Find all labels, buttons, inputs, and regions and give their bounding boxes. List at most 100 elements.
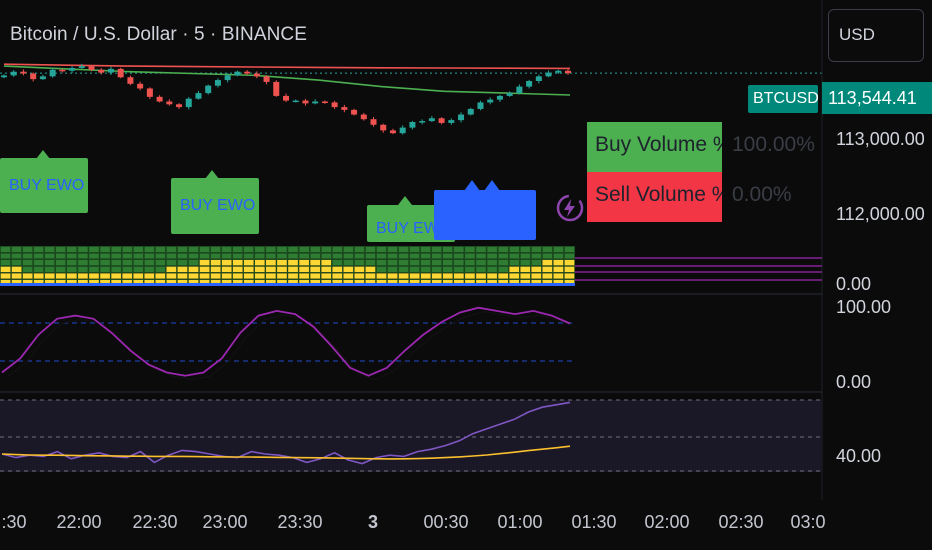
heatmap-cell <box>11 273 22 279</box>
buy-ewo-signal[interactable]: BUY EWO <box>171 170 259 234</box>
heatmap-cell <box>497 259 509 266</box>
heatmap-cell <box>55 259 66 266</box>
currency-button[interactable]: USD <box>828 9 924 62</box>
heatmap-cell <box>199 273 210 279</box>
heatmap-cell <box>542 266 553 273</box>
heatmap-cell <box>309 253 321 259</box>
heatmap-cell <box>398 266 409 273</box>
heatmap-cell <box>44 246 55 253</box>
signal-arrow-icon <box>205 170 219 179</box>
heatmap-cell <box>77 259 89 266</box>
heatmap-cell <box>99 253 111 259</box>
heatmap-cell <box>553 253 564 259</box>
candle-body <box>176 104 183 108</box>
signal-label: BUY EWO <box>180 197 256 214</box>
candle-body <box>137 83 144 89</box>
heatmap-cell <box>520 259 531 266</box>
candle-body <box>321 101 328 103</box>
heatmap-cell <box>376 259 387 266</box>
buy-volume-row: Buy Volume % 100.00% <box>587 122 815 172</box>
heatmap-cell <box>110 246 122 253</box>
heatmap-cell <box>520 273 531 279</box>
time-axis-label: :30 <box>1 512 27 532</box>
heatmap-cell <box>509 259 520 266</box>
candle-body <box>477 102 484 109</box>
candle-body <box>399 127 406 134</box>
candle-body <box>283 95 289 101</box>
candle-body <box>156 96 163 102</box>
oscillator-axis-label: 100.00 <box>836 297 892 317</box>
heatmap-cell <box>332 259 343 266</box>
price-axis-label: 113,000.00 <box>836 129 925 149</box>
heatmap-cell <box>409 273 420 279</box>
symbol-title[interactable]: Bitcoin / U.S. Dollar · 5 · BINANCE <box>10 24 308 45</box>
heatmap-cell <box>321 246 332 253</box>
buy-ewo-signal[interactable]: BUY EWO <box>0 150 88 213</box>
heatmap-cell <box>121 273 133 279</box>
candle-body <box>545 72 552 77</box>
heatmap-cell <box>309 266 321 273</box>
blue-signal-label[interactable] <box>434 190 536 240</box>
heatmap-cell <box>177 246 188 253</box>
candle-body <box>1 75 7 78</box>
heatmap-cell <box>321 253 332 259</box>
heatmap-cell <box>199 266 210 273</box>
heatmap-cell <box>66 266 78 273</box>
heatmap-cell <box>276 259 288 266</box>
heatmap-cell <box>553 266 564 273</box>
candle-body <box>496 95 503 100</box>
heatmap-cell <box>365 266 376 273</box>
heatmap-cell <box>265 259 277 266</box>
heatmap-cell <box>453 259 465 266</box>
heatmap-cell <box>520 253 531 259</box>
heatmap-cell <box>11 266 22 273</box>
heatmap-cell <box>442 273 454 279</box>
heatmap-cell <box>531 259 542 266</box>
candle-body <box>253 73 260 77</box>
lightning-icon[interactable] <box>556 194 584 222</box>
heatmap-cell <box>276 273 288 279</box>
heatmap-cell <box>509 253 520 259</box>
heatmap-cell <box>376 253 387 259</box>
heatmap-cell <box>343 273 354 279</box>
time-axis-label: 23:00 <box>202 512 248 532</box>
candle-body <box>78 66 85 68</box>
candle-body <box>146 88 153 97</box>
candle-body <box>409 122 416 128</box>
oscillator-pane[interactable] <box>0 293 822 381</box>
heatmap-cell <box>343 253 354 259</box>
heatmap-cell <box>55 273 66 279</box>
oscillator-line <box>1 306 571 377</box>
rsi-pane[interactable] <box>0 391 822 472</box>
heatmap-cell <box>44 253 55 259</box>
heatmap-cell <box>321 266 332 273</box>
heatmap-cell <box>55 253 66 259</box>
heatmap-cell <box>0 253 11 259</box>
candle-body <box>467 108 474 115</box>
last-price-label: 113,544.41 <box>822 82 932 114</box>
heatmap-cell <box>321 259 332 266</box>
heatmap-cell <box>409 253 420 259</box>
heatmap-cell <box>232 259 243 266</box>
heatmap-cell <box>144 266 155 273</box>
heatmap-cell <box>486 253 498 259</box>
candle-body <box>39 76 46 80</box>
heatmap-cell <box>33 259 44 266</box>
candle-body <box>195 93 202 99</box>
candle-body <box>205 85 212 94</box>
heatmap-cell <box>77 246 89 253</box>
heatmap-cell <box>33 246 44 253</box>
heatmap-cell <box>475 246 487 253</box>
candle-body <box>419 121 426 123</box>
heatmap-cell <box>553 259 564 266</box>
heatmap-cell <box>210 246 221 253</box>
heatmap-cell <box>210 259 221 266</box>
price-axis-label: 112,000.00 <box>836 204 925 224</box>
buy-volume-value: 100.00% <box>732 133 815 156</box>
heatmap-cell <box>88 253 100 259</box>
heatmap-cell <box>531 246 542 253</box>
heatmap-cell <box>232 273 243 279</box>
candle-body <box>273 81 280 96</box>
heatmap-cell <box>343 266 354 273</box>
